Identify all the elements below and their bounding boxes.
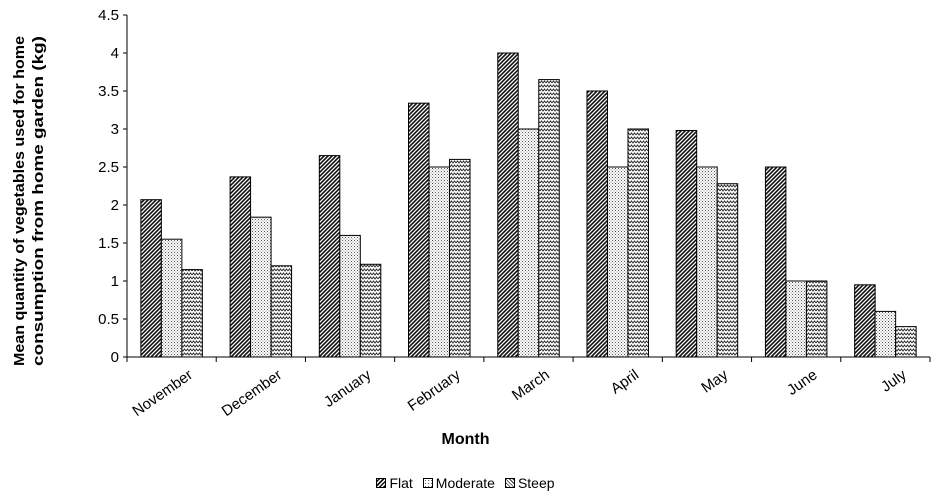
bar-flat-january xyxy=(318,155,341,358)
legend-label-steep: Steep xyxy=(517,475,555,491)
bar-flat-june xyxy=(764,166,787,358)
y-tick-labels: 0 0.5 1 1.5 2 2.5 3 3.5 4 4.5 xyxy=(98,7,119,366)
legend-label-moderate: Moderate xyxy=(435,475,495,491)
bar-steep-november xyxy=(181,269,203,358)
y-tick-label: 4 xyxy=(111,45,119,62)
y-axis-title: Mean quantity of vegetables used for hom… xyxy=(11,36,47,366)
x-tick-label: December xyxy=(219,366,285,420)
x-axis-title: Month xyxy=(441,431,490,448)
bar-flat-may xyxy=(675,130,698,358)
legend-item-steep: Steep xyxy=(504,475,555,491)
bar-steep-april xyxy=(627,128,649,358)
bar-flat-july xyxy=(854,284,876,358)
bar-moderate-july xyxy=(874,310,897,358)
bar-moderate-june xyxy=(785,280,807,358)
x-tick-label: January xyxy=(321,366,375,411)
y-axis-title-line: consumption from home garden (kg) xyxy=(30,36,47,366)
bar-flat-november xyxy=(140,199,162,358)
legend-item-flat: Flat xyxy=(376,475,413,491)
bar-flat-march xyxy=(497,52,519,358)
bar-flat-december xyxy=(229,176,252,358)
x-tick-label: June xyxy=(784,366,820,399)
x-tick-label: March xyxy=(509,366,553,404)
legend: Flat Moderate Steep xyxy=(0,474,931,492)
bar-steep-december xyxy=(270,265,293,358)
y-tick-label: 1.5 xyxy=(98,235,119,252)
y-tick-label: 2 xyxy=(111,197,119,214)
bar-steep-july xyxy=(895,326,917,358)
x-tick-label: February xyxy=(405,366,464,415)
x-tick-label: April xyxy=(608,366,642,397)
legend-item-moderate: Moderate xyxy=(422,475,495,491)
bar-flat-april xyxy=(586,90,608,358)
y-tick-label: 1 xyxy=(111,273,119,290)
legend-label-flat: Flat xyxy=(389,475,413,491)
bar-steep-february xyxy=(449,158,471,358)
x-tick-label: November xyxy=(129,366,195,420)
y-axis-title-line: Mean quantity of vegetables used for hom… xyxy=(11,36,28,366)
x-tick-label: July xyxy=(878,366,910,396)
legend-swatch-steep xyxy=(504,478,515,488)
y-tick-label: 4.5 xyxy=(98,7,119,24)
bar-steep-may xyxy=(716,183,739,358)
y-tick-label: 0.5 xyxy=(98,311,119,328)
legend-swatch-flat xyxy=(376,478,387,488)
y-tick-label: 0 xyxy=(111,349,119,366)
bar-moderate-january xyxy=(339,234,361,358)
legend-swatch-moderate xyxy=(422,478,433,488)
bar-steep-march xyxy=(538,79,560,358)
bar-moderate-december xyxy=(250,216,272,358)
bars xyxy=(140,52,917,358)
x-tick-labels: November December January February March Apri… xyxy=(129,366,910,420)
y-tick-label: 3 xyxy=(111,121,119,138)
bar-moderate-may xyxy=(696,166,718,358)
bar-moderate-april xyxy=(606,166,629,358)
y-tick-label: 3.5 xyxy=(98,83,119,100)
bar-moderate-november xyxy=(160,238,183,358)
y-tick-label: 2.5 xyxy=(98,159,119,176)
bar-steep-june xyxy=(805,280,828,358)
bar-flat-february xyxy=(408,102,430,358)
bar-moderate-february xyxy=(428,166,451,358)
x-tick-label: May xyxy=(698,366,731,396)
bar-steep-january xyxy=(359,263,382,358)
bar-moderate-march xyxy=(517,128,540,358)
